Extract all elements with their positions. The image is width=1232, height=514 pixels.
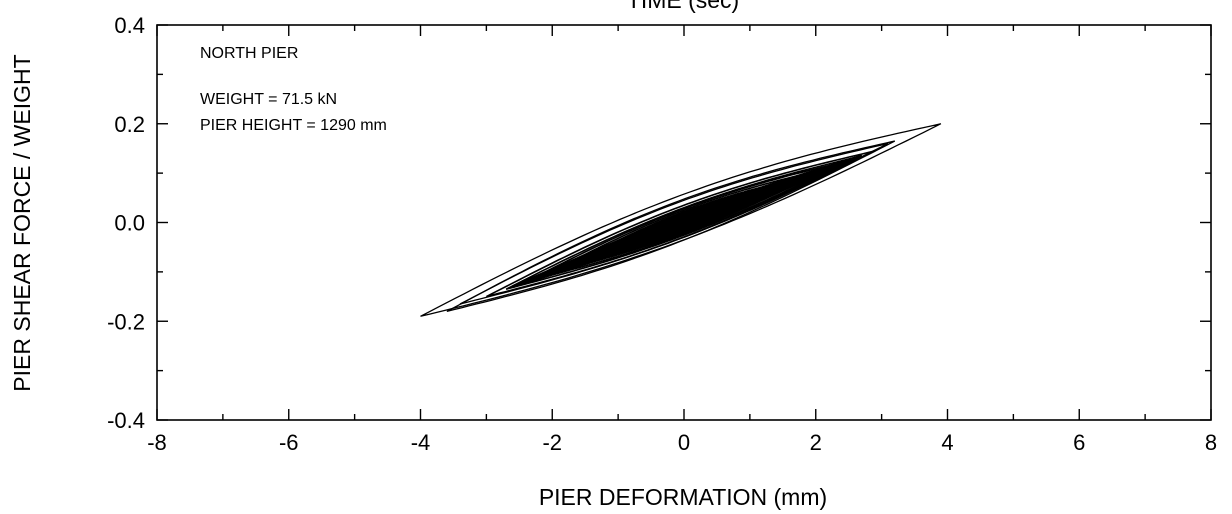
x-tick-label: 2 bbox=[810, 430, 822, 455]
x-tick-label: -6 bbox=[279, 430, 299, 455]
x-tick-labels: -8 -6 -4 -2 0 2 4 6 8 bbox=[147, 430, 1217, 455]
y-tick-label: 0.2 bbox=[114, 112, 145, 137]
x-tick-label: -2 bbox=[542, 430, 562, 455]
y-tick-label: -0.4 bbox=[107, 408, 145, 433]
x-tick-label: 8 bbox=[1205, 430, 1217, 455]
x-tick-label: 4 bbox=[941, 430, 953, 455]
x-tick-label: -4 bbox=[411, 430, 431, 455]
y-tick-label: -0.2 bbox=[107, 309, 145, 334]
annotation-pier-height: PIER HEIGHT = 1290 mm bbox=[200, 117, 387, 134]
hysteresis-loop bbox=[486, 150, 876, 298]
x-tick-label: 0 bbox=[678, 430, 690, 455]
loop-dense-core bbox=[512, 154, 863, 289]
annotation-pier-name: NORTH PIER bbox=[200, 45, 298, 62]
y-tick-label: 0.0 bbox=[114, 211, 145, 236]
y-tick-labels: -0.4 -0.2 0.0 0.2 0.4 bbox=[107, 13, 145, 433]
cutoff-top-title: TIME (sec) bbox=[627, 0, 739, 13]
hysteresis-loops bbox=[420, 123, 942, 317]
hysteresis-loop bbox=[446, 140, 896, 313]
y-tick-label: 0.4 bbox=[114, 13, 145, 38]
x-tick-label: -8 bbox=[147, 430, 167, 455]
x-axis-title: PIER DEFORMATION (mm) bbox=[539, 484, 827, 510]
annotation-weight: WEIGHT = 71.5 kN bbox=[200, 91, 337, 108]
hysteresis-loop bbox=[420, 123, 942, 317]
x-tick-label: 6 bbox=[1073, 430, 1085, 455]
ticks-layer bbox=[156, 24, 1212, 421]
y-axis-title: PIER SHEAR FORCE / WEIGHT bbox=[9, 54, 35, 391]
